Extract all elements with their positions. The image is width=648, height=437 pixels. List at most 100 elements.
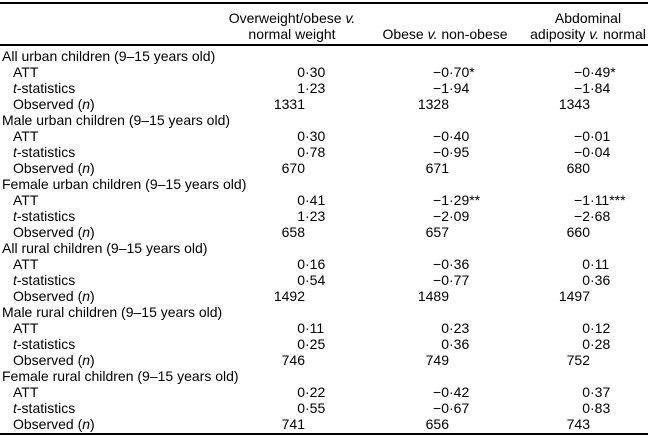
value-int: −0 [574,64,590,80]
value-cell: −1·11*** [528,192,648,208]
value-cell: 743 [528,416,648,432]
value-cell: −2·68 [528,208,648,224]
value-frac: ·01 [590,128,611,144]
data-row: Observed (n) 1331 1328 1343 [0,96,648,112]
value-int: 0 [582,272,590,288]
value-frac: ·84 [590,80,611,96]
value-frac: ·36 [449,256,470,272]
value-int: −2 [433,208,449,224]
value-frac: ·68 [590,208,611,224]
value-frac [305,160,331,176]
value-int: 0 [582,400,590,416]
value-cell: 657 [362,224,528,240]
value-int: −0 [574,128,590,144]
value-int: 0 [582,256,590,272]
row-label: Observed (n) [13,96,95,112]
value-cell: 0·37 [528,384,648,400]
data-row: ATT 0·41 −1·29** −1·11*** [0,192,648,208]
data-row: t-statistics 1·23 −1·94 −1·84 [0,80,648,96]
data-row: ATT 0·22 −0·42 0·37 [0,384,648,400]
value-frac: ·55 [305,400,326,416]
value-frac [449,352,475,368]
value-int: 0 [582,336,590,352]
value-cell: −0·40 [362,128,528,144]
row-label: t-statistics [13,272,76,288]
value-frac: ·11*** [590,192,626,208]
row-label: ATT [13,64,39,80]
table-header-row: Overweight/obese v. normal weight Obese v.… [0,2,648,46]
row-label: ATT [13,128,39,144]
column-header-line: normal weight [248,26,336,42]
value-int: 0 [441,320,449,336]
value-cell: 0·41 [222,192,362,208]
value-frac [449,224,475,240]
value-cell: 0·36 [362,336,528,352]
column-header-line: Obese v. non-obese [382,26,508,42]
value-int: −0 [433,256,449,272]
group-label: Male urban children (9–15 years old) [2,112,231,128]
data-row: Observed (n) 746 749 752 [0,352,648,368]
value-frac: ·42 [449,384,470,400]
group-header-row: Female urban children (9–15 years old) [0,176,648,192]
value-int: 1492 [273,288,305,304]
row-label: t-statistics [13,336,76,352]
value-cell: −0·70* [362,64,528,80]
value-cell: 0·36 [528,272,648,288]
value-cell: 0·25 [222,336,362,352]
value-cell: 1343 [528,96,648,112]
value-cell: −2·09 [362,208,528,224]
value-cell: 656 [362,416,528,432]
value-cell: −0·77 [362,272,528,288]
value-int: 749 [425,352,449,368]
value-int: 1497 [558,288,590,304]
data-row: t-statistics 0·55 −0·67 0·83 [0,400,648,416]
value-frac [305,224,331,240]
value-cell: 0·83 [528,400,648,416]
value-cell: −0·04 [528,144,648,160]
value-int: 0 [297,144,305,160]
value-cell: 752 [528,352,648,368]
value-cell: 749 [362,352,528,368]
value-cell: 0·54 [222,272,362,288]
value-frac [449,416,475,432]
value-cell: 1328 [362,96,528,112]
value-frac: ·12 [590,320,611,336]
value-cell: 0·16 [222,256,362,272]
value-int: 0 [297,336,305,352]
value-cell: 660 [528,224,648,240]
value-frac: ·23 [305,208,326,224]
value-frac: ·22 [305,384,326,400]
row-label: Observed (n) [13,288,95,304]
value-int: 0 [297,384,305,400]
value-frac: ·95 [449,144,470,160]
value-frac: ·36 [449,336,470,352]
value-cell: −0·01 [528,128,648,144]
value-int: −0 [433,64,449,80]
value-int: 1331 [273,96,305,112]
group-label: Female urban children (9–15 years old) [2,176,247,192]
value-frac [590,416,616,432]
value-int: 1489 [417,288,449,304]
value-int: −1 [574,80,590,96]
data-row: t-statistics 0·25 0·36 0·28 [0,336,648,352]
row-label: ATT [13,320,39,336]
value-frac: ·40 [449,128,470,144]
value-frac [590,160,616,176]
value-frac [590,224,616,240]
group-header-row: All urban children (9–15 years old) [0,48,648,64]
row-label: t-statistics [13,80,76,96]
value-int: 743 [566,416,590,432]
group-header-row: Female rural children (9–15 years old) [0,368,648,384]
data-row: t-statistics 1·23 −2·09 −2·68 [0,208,648,224]
value-frac: ·94 [449,80,470,96]
value-int: 680 [566,160,590,176]
row-label: Observed (n) [13,416,95,432]
data-row: Observed (n) 741 656 743 [0,416,648,432]
value-frac: ·30 [305,64,326,80]
data-row: ATT 0·16 −0·36 0·11 [0,256,648,272]
value-frac: ·23 [305,80,326,96]
value-frac: ·36 [590,272,611,288]
value-cell: 670 [222,160,362,176]
column-header-2: Obese v. non-obese [362,26,528,42]
